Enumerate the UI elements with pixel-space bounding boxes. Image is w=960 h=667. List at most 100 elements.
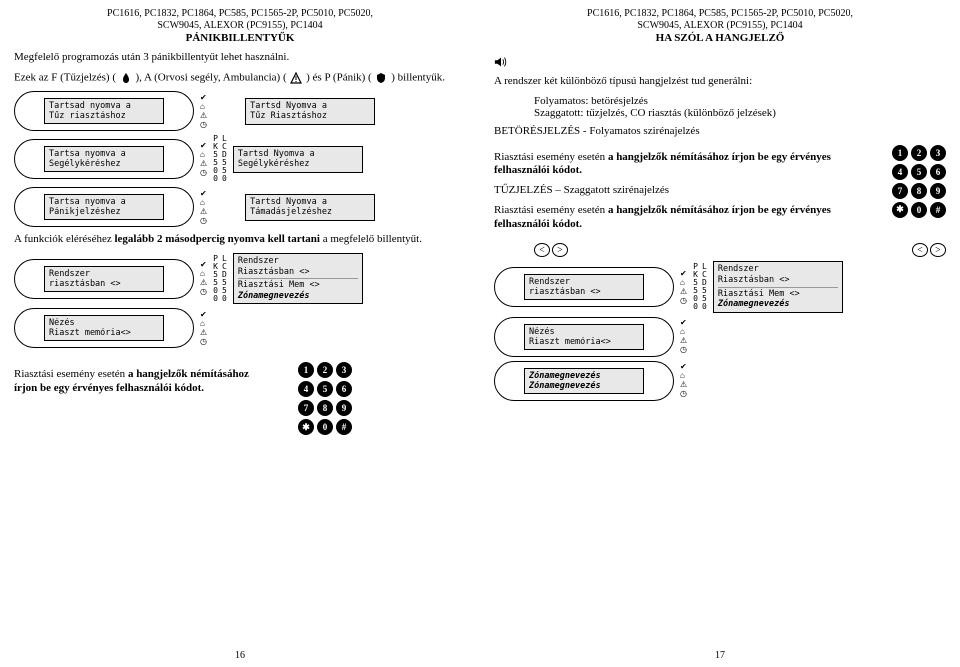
key-hash[interactable]: #: [336, 419, 352, 435]
lcd5-l1: Nézés: [49, 318, 159, 328]
status-icons: ✔ ⌂ ⚠ ◷: [200, 261, 207, 296]
box4-l2: Riasztásban <>: [238, 267, 358, 278]
plkc-c: 0: [213, 175, 218, 183]
warn-icon-small: ⚠: [680, 381, 687, 389]
box3-l1: Tartsd Nyomva a: [250, 197, 370, 208]
right-p3: Riasztási esemény esetén a hangjelzők né…: [494, 151, 876, 179]
arrow-left-icon[interactable]: <: [912, 243, 928, 257]
right-arrows-row: < > < >: [494, 241, 946, 257]
lcd5-l2: Riaszt memória<>: [49, 328, 159, 338]
key-8[interactable]: 8: [911, 183, 927, 199]
left-bottom: Riasztási esemény esetén a hangjelzők né…: [14, 362, 466, 438]
key-star[interactable]: ✱: [298, 419, 314, 435]
warn-icon-small: ⚠: [200, 279, 207, 287]
p5-a: Riasztási esemény esetén: [494, 204, 608, 216]
key-0[interactable]: 0: [911, 202, 927, 218]
right-p5: Riasztási esemény esetén a hangjelzők né…: [494, 204, 876, 232]
p4-a: Riasztási esemény esetén: [14, 368, 128, 380]
lcd3-l2: Pánikjelzéshez: [49, 207, 159, 217]
warn-icon-small: ⚠: [200, 160, 207, 168]
clock-icon: ◷: [200, 338, 207, 346]
right-title: HA SZÓL A HANGJELZŐ: [494, 32, 946, 45]
status-icons: ✔ ⌂ ⚠ ◷: [680, 270, 687, 305]
keypad-2: Tartsa nyomva a Segélykéréshez: [14, 139, 194, 179]
key-2[interactable]: 2: [911, 145, 927, 161]
left-p1: Megfelelő programozás után 3 pánikbillen…: [14, 51, 466, 65]
keypad-row-4: Rendszer riasztásban <> ✔ ⌂ ⚠ ◷ PL KC 5D…: [14, 253, 466, 305]
rlcd1-l1: Rendszer: [529, 277, 639, 287]
clock-icon: ◷: [680, 390, 687, 398]
key-9[interactable]: 9: [336, 400, 352, 416]
left-p3: A funkciók eléréséhez legalább 2 másodpe…: [14, 233, 466, 247]
lcd-box-1: Tartsd Nyomva a Tűz Riasztáshoz: [245, 98, 375, 125]
lcd-box-3: Tartsd Nyomva a Támadásjelzéshez: [245, 194, 375, 221]
lcd2-l1: Tartsa nyomva a: [49, 149, 159, 159]
key-1[interactable]: 1: [298, 362, 314, 378]
numpad: 123 456 789 ✱0#: [298, 362, 352, 438]
rbox1-l3: Riasztási Mem <>: [718, 289, 838, 300]
box4-l4: Zónamegnevezés: [238, 291, 358, 302]
models-line-1: PC1616, PC1832, PC1864, PC585, PC1565-2P…: [14, 8, 466, 20]
models-line-1r: PC1616, PC1832, PC1864, PC585, PC1565-2P…: [494, 8, 946, 20]
key-9[interactable]: 9: [930, 183, 946, 199]
box3-l2: Támadásjelzéshez: [250, 207, 370, 218]
box1-l1: Tartsd Nyomva a: [250, 101, 370, 112]
key-3[interactable]: 3: [930, 145, 946, 161]
plkc-c: 0: [702, 303, 707, 311]
arrows-left: < >: [534, 243, 568, 257]
lcd3-l1: Tartsa nyomva a: [49, 197, 159, 207]
clock-icon: ◷: [680, 346, 687, 354]
r-lcd-1: Rendszer riasztásban <>: [524, 274, 644, 300]
key-5[interactable]: 5: [911, 164, 927, 180]
key-6[interactable]: 6: [930, 164, 946, 180]
right-p1: A rendszer két különböző típusú hangjelz…: [494, 75, 946, 89]
arrow-right-icon[interactable]: >: [552, 243, 568, 257]
key-3[interactable]: 3: [336, 362, 352, 378]
check-icon: ✔: [200, 142, 207, 150]
models-line-2r: SCW9045, ALEXOR (PC9155), PC1404: [494, 20, 946, 32]
arrow-right-icon[interactable]: >: [930, 243, 946, 257]
warn-icon-small: ⚠: [680, 337, 687, 345]
key-7[interactable]: 7: [892, 183, 908, 199]
warn-icon-small: ⚠: [200, 329, 207, 337]
house-icon: ⌂: [200, 103, 207, 111]
key-1[interactable]: 1: [892, 145, 908, 161]
key-5[interactable]: 5: [317, 381, 333, 397]
status-icons: ✔ ⌂ ⚠ ◷: [200, 190, 207, 225]
key-2[interactable]: 2: [317, 362, 333, 378]
house-icon: ⌂: [200, 320, 207, 328]
key-8[interactable]: 8: [317, 400, 333, 416]
plkc-c: 0: [222, 175, 227, 183]
key-0[interactable]: 0: [317, 419, 333, 435]
plkc-c: 0: [222, 295, 227, 303]
numpad-right-1: 123 456 789 ✱0#: [886, 145, 946, 221]
p3-a: Riasztási esemény esetén: [494, 151, 608, 163]
key-4[interactable]: 4: [892, 164, 908, 180]
rbox1-l1: Rendszer: [718, 264, 838, 275]
key-4[interactable]: 4: [298, 381, 314, 397]
rlcd2-l1: Nézés: [529, 327, 639, 337]
key-7[interactable]: 7: [298, 400, 314, 416]
key-star[interactable]: ✱: [892, 202, 908, 218]
sound-icon: [494, 55, 508, 69]
keypad-row-1: Tartsad nyomva a Tűz riasztáshoz ✔ ⌂ ⚠ ◷…: [14, 91, 466, 131]
check-icon: ✔: [680, 319, 687, 327]
key-hash[interactable]: #: [930, 202, 946, 218]
right-p1b: Szaggatott: tűzjelzés, CO riasztás (külö…: [534, 107, 946, 119]
box4-l1: Rendszer: [238, 256, 358, 267]
lcd-2: Tartsa nyomva a Segélykéréshez: [44, 146, 164, 172]
clock-icon: ◷: [200, 169, 207, 177]
key-6[interactable]: 6: [336, 381, 352, 397]
keypad-3: Tartsa nyomva a Pánikjelzéshez: [14, 187, 194, 227]
lcd-3: Tartsa nyomva a Pánikjelzéshez: [44, 194, 164, 220]
left-p4: Riasztási esemény esetén a hangjelzők né…: [14, 368, 274, 396]
arrow-left-icon[interactable]: <: [534, 243, 550, 257]
right-p2: BETÖRÉSJELZÉS - Folyamatos szirénajelzés: [494, 125, 946, 139]
r-lcd-3: Zónamegnevezés Zónamegnevezés: [524, 368, 644, 394]
p3-c: a megfelelő billentyűt.: [320, 233, 422, 245]
lcd-4: Rendszer riasztásban <>: [44, 266, 164, 292]
r-lcd-box-1: Rendszer Riasztásban <> Riasztási Mem <>…: [713, 261, 843, 313]
models-line-2: SCW9045, ALEXOR (PC9155), PC1404: [14, 20, 466, 32]
right-kp-row-1: Rendszer riasztásban <> ✔ ⌂ ⚠ ◷ PL KC 5D…: [494, 261, 946, 313]
lcd4-l2: riasztásban <>: [49, 279, 159, 289]
